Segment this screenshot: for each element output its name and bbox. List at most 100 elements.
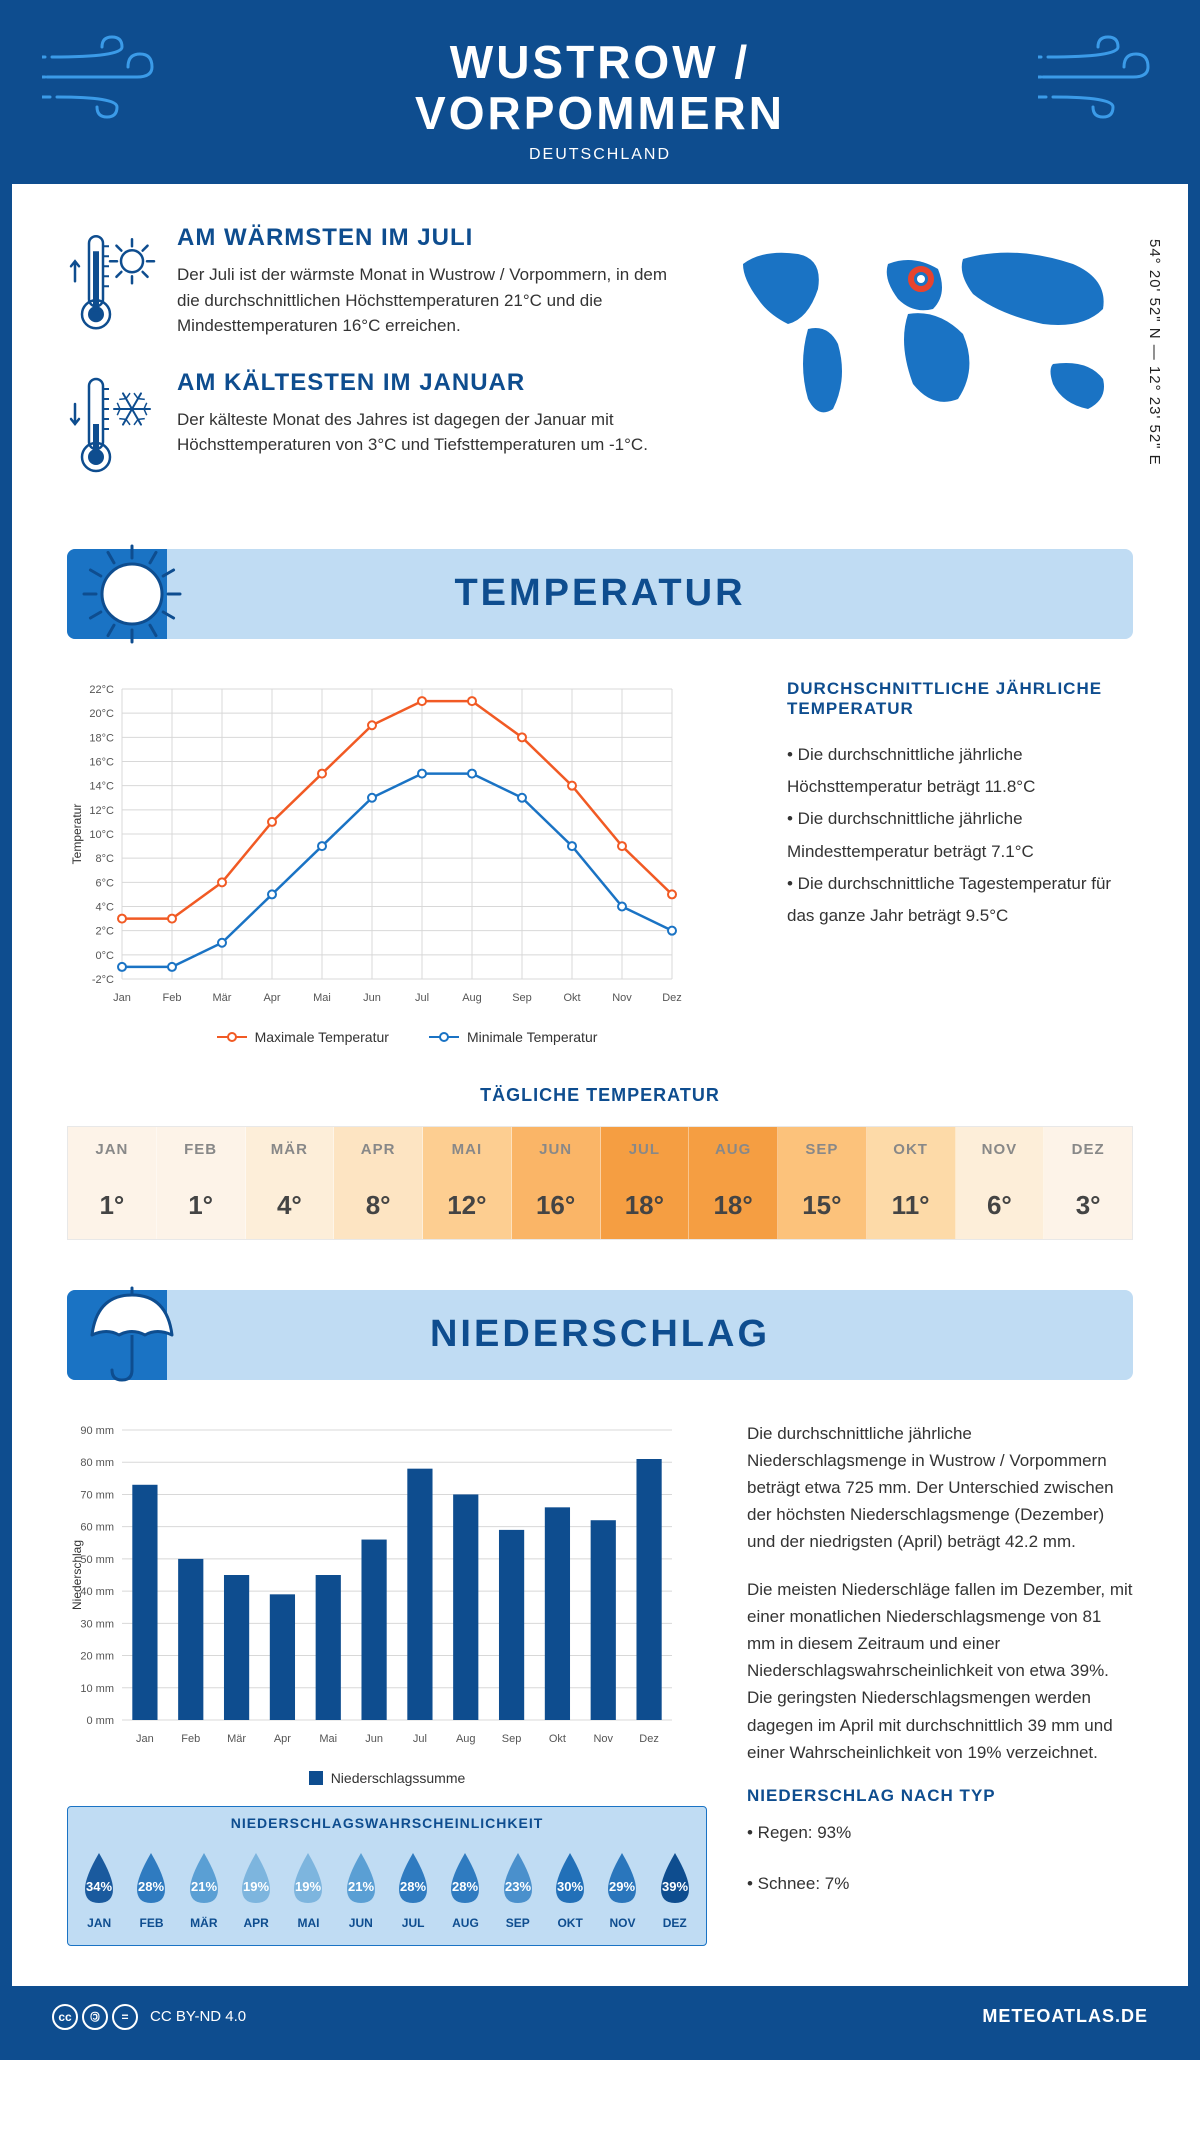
precipitation-probability: NIEDERSCHLAGSWAHRSCHEINLICHKEIT 34%JAN28…	[67, 1806, 707, 1946]
svg-text:28%: 28%	[400, 1879, 426, 1894]
svg-text:19%: 19%	[295, 1879, 321, 1894]
coldest-block: AM KÄLTESTEN IM JANUAR Der kälteste Mona…	[67, 369, 673, 479]
svg-text:Jun: Jun	[365, 1733, 383, 1745]
svg-text:Apr: Apr	[274, 1733, 291, 1745]
header: WUSTROW / VORPOMMERN DEUTSCHLAND	[12, 12, 1188, 184]
probability-drop: 34%JAN	[73, 1849, 125, 1930]
precip-para-1: Die durchschnittliche jährliche Niedersc…	[747, 1420, 1133, 1556]
svg-text:Aug: Aug	[462, 992, 482, 1004]
svg-text:Sep: Sep	[512, 992, 532, 1004]
probability-drop: 28%FEB	[125, 1849, 177, 1930]
temp-cell: JUN16°	[512, 1127, 601, 1239]
svg-text:50 mm: 50 mm	[80, 1554, 114, 1566]
daily-temp-title: TÄGLICHE TEMPERATUR	[67, 1085, 1133, 1106]
temperature-title: TEMPERATUR	[454, 572, 745, 615]
svg-text:28%: 28%	[452, 1879, 478, 1894]
precip-type-bullet: • Schnee: 7%	[747, 1869, 1133, 1900]
infographic-page: WUSTROW / VORPOMMERN DEUTSCHLAND AM WÄRM…	[0, 0, 1200, 2060]
temperature-line-chart: -2°C0°C2°C4°C6°C8°C10°C12°C14°C16°C18°C2…	[67, 679, 687, 1009]
svg-text:Mär: Mär	[213, 992, 232, 1004]
probability-drop: 30%OKT	[544, 1849, 596, 1930]
svg-text:0 mm: 0 mm	[87, 1715, 115, 1727]
temp-cell: MAI12°	[423, 1127, 512, 1239]
svg-text:Jan: Jan	[136, 1733, 154, 1745]
svg-text:10°C: 10°C	[89, 829, 114, 841]
temp-cell: NOV6°	[956, 1127, 1045, 1239]
temp-legend: Maximale Temperatur Minimale Temperatur	[67, 1029, 747, 1045]
temp-cell: FEB1°	[157, 1127, 246, 1239]
svg-text:Mai: Mai	[313, 992, 331, 1004]
daily-temp-table: JAN1°FEB1°MÄR4°APR8°MAI12°JUN16°JUL18°AU…	[67, 1126, 1133, 1240]
precipitation-description: Die durchschnittliche jährliche Niedersc…	[747, 1420, 1133, 1946]
svg-text:14°C: 14°C	[89, 780, 114, 792]
svg-text:Temperatur: Temperatur	[70, 803, 84, 864]
warmest-title: AM WÄRMSTEN IM JULI	[177, 224, 673, 252]
svg-text:28%: 28%	[138, 1879, 164, 1894]
svg-text:18°C: 18°C	[89, 732, 114, 744]
thermometer-sun-icon	[67, 224, 157, 339]
precipitation-bar-chart: 0 mm10 mm20 mm30 mm40 mm50 mm60 mm70 mm8…	[67, 1420, 687, 1750]
svg-text:23%: 23%	[505, 1879, 531, 1894]
svg-text:Dez: Dez	[662, 992, 682, 1004]
svg-text:60 mm: 60 mm	[80, 1521, 114, 1533]
svg-text:80 mm: 80 mm	[80, 1457, 114, 1469]
thermometer-snow-icon	[67, 369, 157, 479]
cc-icon: cc	[52, 2004, 78, 2030]
world-map	[713, 224, 1133, 444]
country-label: DEUTSCHLAND	[12, 146, 1188, 164]
svg-text:Nov: Nov	[612, 992, 632, 1004]
probability-drop: 23%SEP	[492, 1849, 544, 1930]
cc-icons: cc 🄯 =	[52, 2004, 138, 2030]
svg-text:16°C: 16°C	[89, 756, 114, 768]
umbrella-icon	[77, 1280, 187, 1390]
svg-text:20°C: 20°C	[89, 708, 114, 720]
precip-prob-title: NIEDERSCHLAGSWAHRSCHEINLICHKEIT	[68, 1807, 706, 1839]
wind-icon-right	[1038, 32, 1158, 122]
temp-cell: AUG18°	[689, 1127, 778, 1239]
svg-text:Dez: Dez	[639, 1733, 659, 1745]
svg-text:21%: 21%	[348, 1879, 374, 1894]
svg-text:22°C: 22°C	[89, 684, 114, 696]
svg-text:Niederschlag: Niederschlag	[70, 1540, 84, 1610]
svg-text:Mär: Mär	[227, 1733, 246, 1745]
svg-text:Feb: Feb	[181, 1733, 200, 1745]
svg-text:40 mm: 40 mm	[80, 1586, 114, 1598]
svg-text:30%: 30%	[557, 1879, 583, 1894]
svg-text:34%: 34%	[86, 1879, 112, 1894]
precipitation-header: NIEDERSCHLAG	[67, 1290, 1133, 1380]
probability-drop: 28%AUG	[439, 1849, 491, 1930]
svg-text:Apr: Apr	[263, 992, 280, 1004]
temp-desc-title: DURCHSCHNITTLICHE JÄHRLICHE TEMPERATUR	[787, 679, 1133, 719]
svg-text:Sep: Sep	[502, 1733, 522, 1745]
probability-drop: 29%NOV	[596, 1849, 648, 1930]
probability-drop: 28%JUL	[387, 1849, 439, 1930]
svg-text:30 mm: 30 mm	[80, 1618, 114, 1630]
coldest-text: Der kälteste Monat des Jahres ist dagege…	[177, 407, 673, 458]
coldest-title: AM KÄLTESTEN IM JANUAR	[177, 369, 673, 397]
by-icon: 🄯	[82, 2004, 108, 2030]
probability-drop: 19%MAI	[282, 1849, 334, 1930]
precip-type-title: NIEDERSCHLAG NACH TYP	[747, 1786, 1133, 1806]
svg-text:6°C: 6°C	[96, 877, 115, 889]
svg-text:29%: 29%	[609, 1879, 635, 1894]
svg-text:Okt: Okt	[563, 992, 580, 1004]
temp-cell: JAN1°	[68, 1127, 157, 1239]
temp-cell: SEP15°	[778, 1127, 867, 1239]
svg-text:8°C: 8°C	[96, 853, 115, 865]
svg-text:90 mm: 90 mm	[80, 1425, 114, 1437]
sun-icon	[77, 539, 187, 649]
wind-icon-left	[42, 32, 162, 122]
warmest-block: AM WÄRMSTEN IM JULI Der Juli ist der wär…	[67, 224, 673, 339]
temp-cell: JUL18°	[601, 1127, 690, 1239]
temp-cell: MÄR4°	[246, 1127, 335, 1239]
svg-text:70 mm: 70 mm	[80, 1489, 114, 1501]
svg-text:20 mm: 20 mm	[80, 1650, 114, 1662]
temp-cell: DEZ3°	[1044, 1127, 1132, 1239]
probability-drop: 21%JUN	[335, 1849, 387, 1930]
svg-text:Jun: Jun	[363, 992, 381, 1004]
site-name: METEOATLAS.DE	[982, 2006, 1148, 2027]
temp-bullet: • Die durchschnittliche jährliche Höchst…	[787, 739, 1133, 804]
svg-text:Jul: Jul	[413, 1733, 427, 1745]
temp-bullet: • Die durchschnittliche Tagestemperatur …	[787, 868, 1133, 933]
svg-text:39%: 39%	[662, 1879, 688, 1894]
